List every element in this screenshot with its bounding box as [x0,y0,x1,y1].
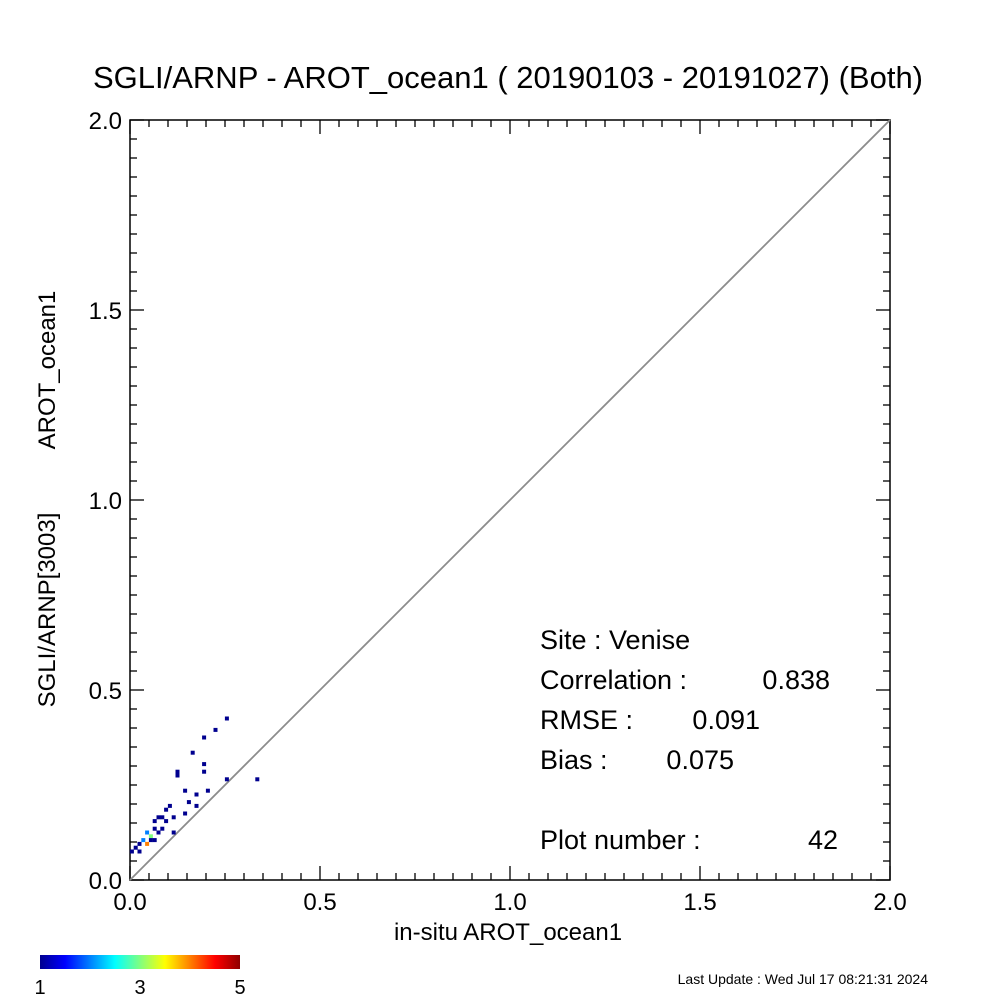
data-points [129,716,260,854]
data-point [152,826,157,831]
y-axis-label-top: AROT_ocean1 [34,291,61,450]
bias-value: 0.075 [666,745,734,775]
data-point [183,811,188,816]
data-point [160,826,165,831]
data-point [194,792,199,797]
data-point [202,769,207,774]
colorbar-tick-mid: 3 [134,977,145,999]
x-axis-label: in-situ AROT_ocean1 [394,919,622,946]
x-tick-label: 1.5 [683,889,716,916]
data-point [133,845,138,850]
data-point [156,830,161,835]
data-point [167,803,172,808]
plot-number-value: 42 [808,825,838,855]
data-point [205,788,210,793]
data-point [171,815,176,820]
data-point [194,803,199,808]
data-point [255,777,260,782]
bias-label: Bias : [540,745,608,775]
data-point [141,838,146,843]
data-point [156,815,161,820]
data-point [148,834,153,839]
correlation-label: Correlation : [540,665,687,695]
stats-box: Site : Venise Correlation : 0.838 RMSE :… [540,625,838,855]
data-point [152,838,157,843]
data-point [175,773,180,778]
data-point [171,830,176,835]
colorbar-tick-min: 1 [34,977,45,999]
data-point [224,716,229,721]
data-point [183,788,188,793]
data-point [152,819,157,824]
colorbar-tick-max: 5 [234,977,245,999]
data-point [145,841,150,846]
axis-ticks [129,119,891,881]
data-point [213,727,218,732]
data-point [224,777,229,782]
y-tick-label: 2.0 [89,108,122,135]
data-point [186,800,191,805]
y-tick-label: 1.5 [89,298,122,325]
x-tick-label: 0.5 [303,889,336,916]
data-point [190,750,195,755]
data-point [145,830,150,835]
data-point [164,819,169,824]
x-tick-label: 2.0 [873,889,906,916]
x-tick-label: 1.0 [493,889,526,916]
y-tick-labels: 0.0 0.5 1.0 1.5 2.0 [89,108,122,895]
rmse-value: 0.091 [692,705,760,735]
y-axis-label-bottom: SGLI/ARNP[3003] [34,513,61,708]
data-point [160,815,165,820]
chart-title: SGLI/ARNP - AROT_ocean1 ( 20190103 - 201… [93,60,923,95]
data-point [137,841,142,846]
data-point [129,849,134,854]
y-tick-label: 0.5 [89,678,122,705]
last-update-text: Last Update : Wed Jul 17 08:21:31 2024 [678,971,929,987]
data-point [202,762,207,767]
y-tick-label: 0.0 [89,868,122,895]
data-point [148,838,153,843]
plot-number-label: Plot number : [540,825,701,855]
one-to-one-line [129,119,891,881]
data-point [137,849,142,854]
x-tick-labels: 0.0 0.5 1.0 1.5 2.0 [113,889,906,916]
data-point [202,735,207,740]
site-text: Site : Venise [540,625,690,655]
rmse-label: RMSE : [540,705,633,735]
y-tick-label: 1.0 [89,488,122,515]
colorbar [40,955,240,969]
correlation-value: 0.838 [762,665,830,695]
data-point [175,769,180,774]
x-tick-label: 0.0 [113,889,146,916]
data-point [164,807,169,812]
